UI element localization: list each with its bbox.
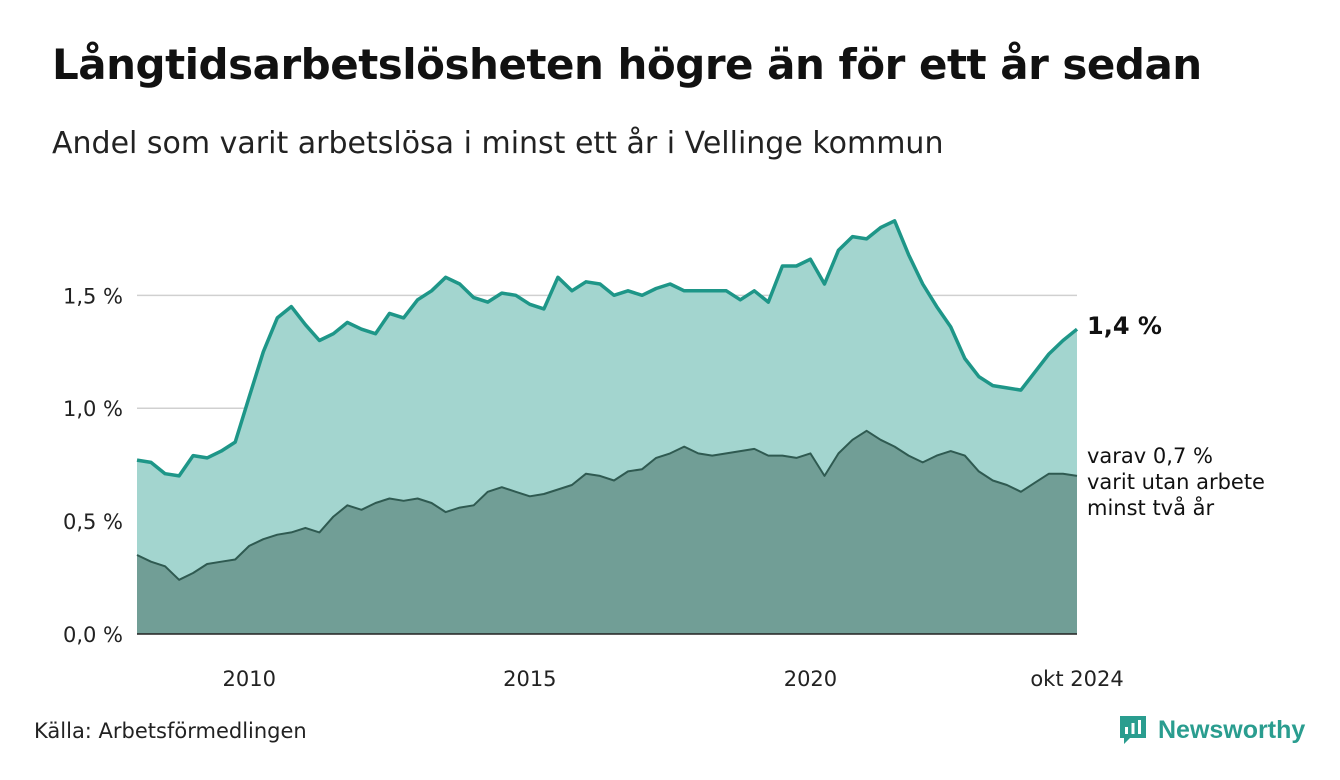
chart-subtitle: Andel som varit arbetslösa i minst ett å… [52, 126, 944, 161]
x-tick-label: okt 2024 [1030, 667, 1123, 691]
brand-logo: Newsworthy [1118, 714, 1305, 746]
sub-label-line: varav 0,7 % [1087, 444, 1213, 468]
line-main-series [136, 219, 1079, 478]
y-tick-label: 1,5 % [63, 284, 123, 308]
sub-series-label: varav 0,7 % varit utan arbete minst två år [1087, 444, 1265, 520]
line-sub-series [136, 429, 1078, 581]
y-axis-ticks: 0,0 % 0,5 % 1,0 % 1,5 % [63, 284, 123, 647]
x-axis-ticks: 2010 2015 2020 okt 2024 [223, 667, 1124, 691]
y-tick-label: 0,5 % [63, 510, 123, 534]
area-sub-series [137, 430, 1077, 634]
source-note: Källa: Arbetsförmedlingen [34, 719, 307, 743]
x-tick-label: 2015 [503, 667, 556, 691]
sub-label-line: varit utan arbete [1087, 470, 1265, 494]
y-tick-label: 1,0 % [63, 397, 123, 421]
sub-label-line: minst två år [1087, 495, 1215, 520]
x-tick-label: 2020 [784, 667, 837, 691]
chart-title: Långtidsarbetslösheten högre än för ett … [52, 40, 1202, 89]
x-tick-label: 2010 [223, 667, 276, 691]
end-value-label: 1,4 % [1087, 312, 1162, 340]
brand-name: Newsworthy [1158, 715, 1306, 744]
newsworthy-icon [1120, 716, 1146, 744]
y-tick-label: 0,0 % [63, 623, 123, 647]
